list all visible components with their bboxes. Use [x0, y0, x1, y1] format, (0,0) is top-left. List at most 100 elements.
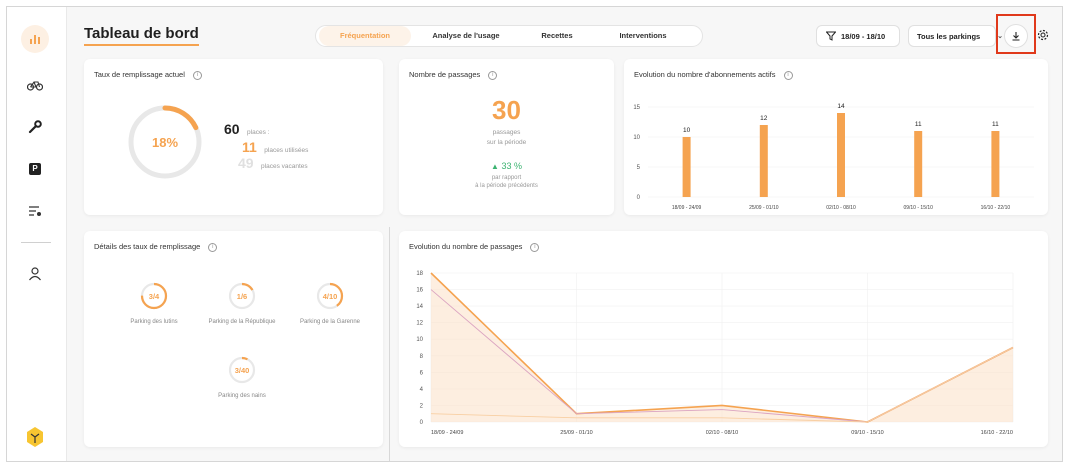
wrench-icon[interactable]: [21, 113, 49, 141]
taux-title-text: Taux de remplissage actuel: [94, 70, 185, 79]
used-places-row: 11 places utilisées: [224, 139, 308, 157]
page-title: Tableau de bord: [84, 25, 199, 46]
area-series-fill: [431, 273, 1013, 422]
app-logo-icon: [21, 423, 49, 451]
bar-x-tick: 16/10 - 22/10: [981, 205, 1011, 211]
user-icon[interactable]: [21, 260, 49, 288]
area-y-tick: 2: [420, 403, 424, 409]
bar-value-label: 11: [992, 121, 999, 128]
info-icon[interactable]: i: [488, 70, 498, 80]
date-filter-button[interactable]: 18/09 - 18/10: [816, 25, 900, 47]
total-places-value: 60: [224, 121, 240, 137]
parking-gauge-ring: 3/40: [228, 356, 256, 384]
tab-interventions[interactable]: Interventions: [619, 31, 667, 40]
area-y-tick: 16: [416, 288, 423, 294]
settings-gear-icon[interactable]: [1036, 28, 1050, 42]
area-y-tick: 8: [420, 354, 424, 360]
parking-gauge: 3/4 Parking des lutins: [104, 281, 204, 325]
bar: [991, 131, 1000, 197]
download-button[interactable]: [1004, 24, 1028, 48]
app-window: P Tableau de bord Fréquentation Analyse …: [6, 6, 1063, 462]
vertical-divider: [389, 227, 390, 461]
bar-x-tick: 02/10 - 08/10: [826, 205, 856, 211]
tab-bar: Fréquentation Analyse de l'usage Recette…: [315, 25, 703, 47]
vacant-places-value: 49: [238, 155, 254, 171]
filter-icon: [826, 31, 836, 41]
date-filter-label: 18/09 - 18/10: [841, 31, 886, 41]
tab-recettes[interactable]: Recettes: [541, 31, 573, 40]
vacant-places-label: places vacantes: [261, 163, 308, 170]
passages-area-chart: 0 2 4 6 8 10 12 14 16 18 18/09 - 24/09 25/09 - 01/1…: [416, 271, 1014, 436]
parking-gauge-ring: 4/10: [316, 282, 344, 310]
area-y-tick: 6: [420, 370, 424, 376]
bar-value-label: 10: [683, 127, 691, 134]
area-x-tick: 02/10 - 08/10: [706, 430, 738, 436]
area-y-tick: 14: [416, 304, 423, 310]
taux-gauge-arc: [128, 105, 202, 179]
taux-remplissage-card: Taux de remplissage actuel i 18% 60 place…: [84, 59, 383, 215]
sidebar: P: [7, 7, 67, 461]
bar-value-label: 12: [760, 115, 768, 122]
dashboard-icon[interactable]: [21, 25, 49, 53]
area-y-tick: 0: [420, 420, 424, 426]
parking-gauge: 1/6 Parking de la République: [192, 281, 292, 325]
total-places-label: places :: [247, 129, 270, 136]
chevron-down-icon: ⌄: [997, 33, 1003, 40]
card-title-taux: Taux de remplissage actuel i: [94, 70, 202, 80]
bar-y-tick: 10: [633, 135, 640, 141]
download-icon: [1012, 32, 1020, 41]
parking-gauge-ring: 1/6: [228, 282, 256, 310]
evolution-passages-card: Evolution du nombre de passages i 0 2 4 6 8 10…: [399, 231, 1048, 447]
vacant-places-row: 49 places vacantes: [224, 155, 308, 173]
delta-label-1: par rapport: [491, 175, 522, 181]
info-icon[interactable]: i: [192, 70, 202, 80]
bar-value-label: 11: [915, 121, 922, 128]
gauge-arc: [228, 282, 256, 310]
triangle-up-icon: ▲: [491, 162, 499, 171]
bar-y-tick: 0: [637, 195, 641, 201]
parking-gauge: 3/40 Parking des nains: [192, 355, 292, 399]
bar-y-tick: 5: [637, 165, 641, 171]
bar: [682, 137, 691, 197]
bar-x-tick: 09/10 - 15/10: [903, 205, 933, 211]
gauge-value: 4/10: [323, 292, 338, 301]
bar: [837, 113, 845, 197]
area-y-tick: 18: [416, 271, 423, 277]
used-places-value: 11: [242, 139, 257, 155]
parking-select[interactable]: Tous les parkings ⌄: [908, 25, 1003, 47]
passages-delta: 33 %: [501, 161, 522, 171]
details-taux-card: Détails des taux de remplissage i 3/4 Park…: [84, 231, 383, 447]
bar-x-tick: 18/09 - 24/09: [672, 205, 702, 211]
area-y-tick: 12: [416, 321, 423, 327]
passages-subtitle-1: passages: [492, 129, 521, 136]
info-icon[interactable]: i: [783, 70, 793, 80]
passages-title-text: Nombre de passages: [409, 70, 481, 79]
gauge-value: 3/4: [149, 292, 160, 301]
tab-frequentation[interactable]: Fréquentation: [319, 26, 411, 46]
used-places-label: places utilisées: [264, 147, 309, 154]
bar: [759, 125, 768, 197]
bar: [914, 131, 923, 197]
taux-percent: 18%: [151, 135, 179, 150]
parking-select-value: Tous les parkings: [917, 31, 981, 41]
card-title-details: Détails des taux de remplissage i: [94, 242, 218, 252]
info-icon[interactable]: i: [530, 242, 540, 252]
area-y-tick: 10: [416, 337, 423, 343]
gauge-arc: [228, 356, 256, 384]
gauge-arc: [316, 282, 344, 310]
taux-gauge: [128, 105, 202, 179]
area-x-tick: 25/09 - 01/10: [560, 430, 592, 436]
gauge-arc: [140, 282, 168, 310]
abonnements-bar-chart: 0 5 10 15 10 18/09 - 24/09 12 25/09 - 01/10 14 02…: [633, 103, 1034, 211]
bike-icon[interactable]: [21, 71, 49, 99]
settings-list-icon[interactable]: [21, 197, 49, 225]
highlight-box: [996, 14, 1036, 54]
info-icon[interactable]: i: [208, 242, 218, 252]
bar-y-tick: 15: [633, 105, 640, 111]
parking-icon[interactable]: P: [21, 155, 49, 183]
tab-analyse-usage[interactable]: Analyse de l'usage: [432, 31, 500, 40]
bar-x-tick: 25/09 - 01/10: [749, 205, 779, 211]
bar-value-label: 14: [837, 103, 845, 110]
gauge-value: 3/40: [235, 366, 250, 375]
details-title-text: Détails des taux de remplissage: [94, 242, 201, 251]
